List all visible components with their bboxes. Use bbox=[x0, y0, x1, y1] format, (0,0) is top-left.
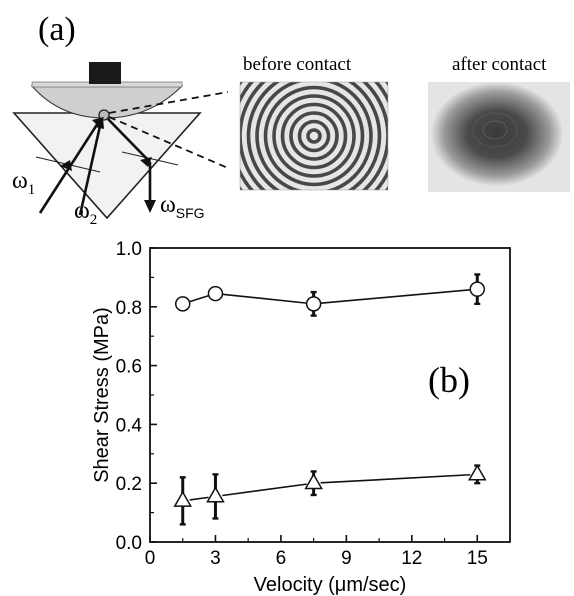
x-tick-label: 0 bbox=[145, 548, 156, 569]
y-axis-label: Shear Stress (MPa) bbox=[91, 307, 113, 483]
y-tick-label: 0.2 bbox=[116, 474, 142, 495]
series-line-segment bbox=[222, 483, 307, 497]
zoom-line-bottom bbox=[108, 116, 229, 169]
y-tick-label: 1.0 bbox=[116, 239, 142, 260]
y-tick-label: 0.0 bbox=[116, 533, 142, 554]
omega-sfg-label: ωSFG bbox=[160, 192, 205, 221]
x-tick-label: 15 bbox=[467, 548, 488, 569]
series-line-segment bbox=[320, 473, 471, 484]
x-tick-label: 12 bbox=[401, 548, 422, 569]
before-contact-caption: before contact bbox=[243, 54, 352, 75]
data-point-circle bbox=[469, 281, 486, 297]
contact-point bbox=[98, 109, 110, 121]
load-block bbox=[89, 62, 121, 84]
data-point-circle bbox=[207, 285, 224, 302]
data-point-triangle bbox=[304, 473, 323, 490]
data-point-triangle bbox=[467, 464, 487, 481]
before-contact-image bbox=[240, 82, 388, 190]
y-tick-label: 0.4 bbox=[116, 415, 143, 436]
panel-a-label: (a) bbox=[38, 11, 76, 48]
series-line-segment bbox=[320, 288, 471, 305]
data-point-triangle bbox=[173, 490, 193, 507]
x-tick-label: 3 bbox=[210, 548, 221, 569]
data-point-triangle bbox=[206, 486, 225, 503]
x-tick-label: 6 bbox=[276, 548, 287, 569]
data-point-circle bbox=[305, 296, 322, 312]
shear-stress-chart: 0 3 6 9 12 15 0.0 0.2 0.4 0.6 0.8 1.0 bbox=[116, 239, 511, 569]
omega2-label: ω2 bbox=[74, 198, 97, 228]
after-contact-caption: after contact bbox=[452, 54, 547, 75]
series-line-segment bbox=[189, 294, 210, 303]
y-tick-label: 0.6 bbox=[116, 357, 142, 378]
panel-b-label: (b) bbox=[428, 360, 470, 400]
omega1-label: ω1 bbox=[12, 168, 35, 198]
series-line-segment bbox=[222, 293, 307, 304]
x-axis-label: Velocity (μm/sec) bbox=[254, 574, 407, 596]
series-line-segment bbox=[189, 496, 209, 501]
data-point-circle bbox=[174, 296, 191, 312]
after-contact-image bbox=[428, 82, 570, 192]
x-tick-label: 9 bbox=[341, 548, 352, 569]
prism-schematic bbox=[12, 62, 229, 220]
beam-omega2 bbox=[78, 125, 102, 216]
beam-sfg bbox=[107, 118, 151, 163]
y-tick-label: 0.8 bbox=[116, 298, 142, 319]
zoom-line-top bbox=[108, 91, 229, 114]
